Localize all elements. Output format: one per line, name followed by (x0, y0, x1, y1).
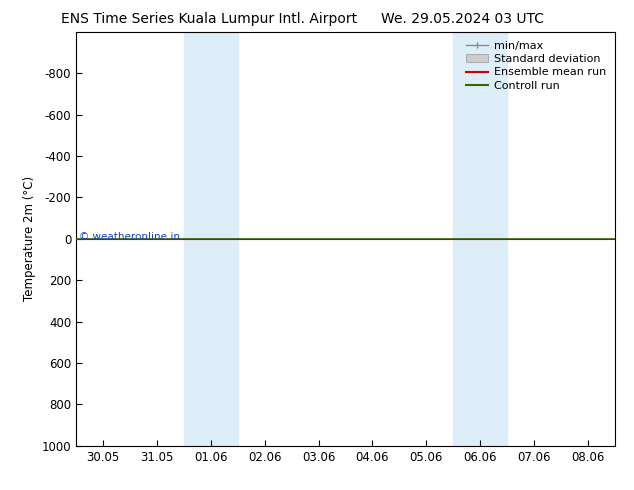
Text: ENS Time Series Kuala Lumpur Intl. Airport: ENS Time Series Kuala Lumpur Intl. Airpo… (61, 12, 358, 26)
Text: © weatheronline.in: © weatheronline.in (79, 232, 180, 242)
Text: We. 29.05.2024 03 UTC: We. 29.05.2024 03 UTC (381, 12, 545, 26)
Legend: min/max, Standard deviation, Ensemble mean run, Controll run: min/max, Standard deviation, Ensemble me… (463, 37, 609, 94)
Y-axis label: Temperature 2m (°C): Temperature 2m (°C) (23, 176, 36, 301)
Bar (184, 32, 238, 446)
Bar (453, 32, 507, 446)
